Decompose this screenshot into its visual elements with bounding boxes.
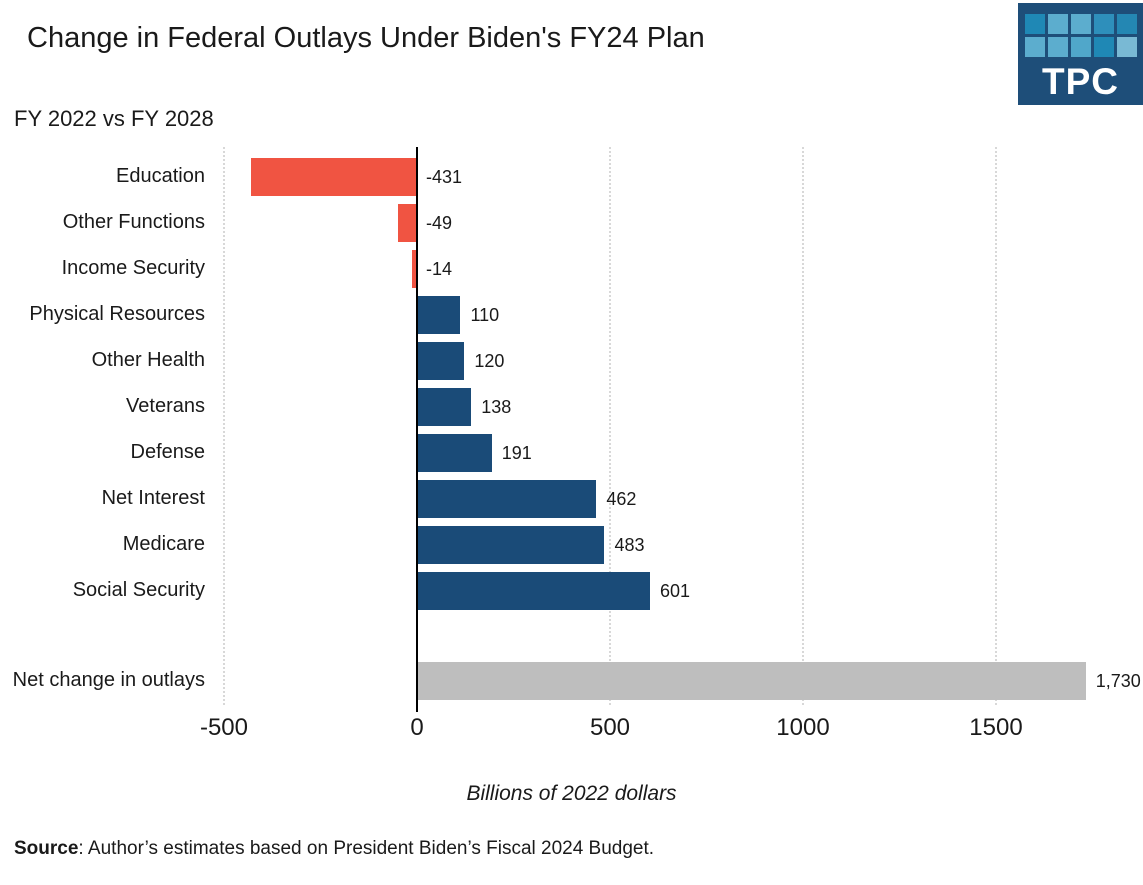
logo-square-icon xyxy=(1024,37,1045,57)
bar xyxy=(418,480,597,518)
logo-square-icon xyxy=(1093,14,1114,34)
gridline xyxy=(802,147,804,705)
value-label: 138 xyxy=(481,397,512,417)
x-tick-label: -500 xyxy=(199,714,249,741)
bar xyxy=(418,342,465,380)
tpc-logo: TPC xyxy=(1018,3,1143,105)
value-label: 601 xyxy=(659,581,691,601)
category-label: Education xyxy=(116,165,205,187)
gridline xyxy=(995,147,997,705)
x-tick-label: 1000 xyxy=(776,714,830,741)
category-label: Veterans xyxy=(126,395,205,417)
bar xyxy=(418,434,492,472)
logo-square-icon xyxy=(1093,37,1114,57)
logo-square-icon xyxy=(1116,14,1137,34)
category-label: Net Interest xyxy=(101,487,205,509)
gridline xyxy=(223,147,225,705)
logo-text: TPC xyxy=(1042,61,1119,102)
zero-axis-line xyxy=(416,147,418,712)
value-label: 462 xyxy=(606,489,637,509)
category-label: Physical Resources xyxy=(29,303,205,325)
x-tick-label: 500 xyxy=(589,714,631,741)
page-title: Change in Federal Outlays Under Biden's … xyxy=(27,22,705,54)
value-label: 1,730 xyxy=(1095,671,1141,691)
source-text: : Author’s estimates based on President … xyxy=(78,838,655,859)
value-label: 191 xyxy=(501,443,532,463)
x-tick-label: 0 xyxy=(410,714,424,741)
category-label: Net change in outlays xyxy=(12,669,205,691)
x-axis-title: Billions of 2022 dollars xyxy=(466,782,677,805)
value-label: -49 xyxy=(426,213,453,233)
bar xyxy=(418,296,461,334)
logo-square-icon xyxy=(1047,14,1068,34)
source-note: Source: Author’s estimates based on Pres… xyxy=(14,838,654,860)
value-label: 483 xyxy=(614,535,645,555)
bar xyxy=(411,250,416,288)
logo-grid-icon xyxy=(1024,14,1137,57)
category-label: Other Health xyxy=(91,349,205,371)
value-label: 110 xyxy=(470,305,500,325)
gridline xyxy=(609,147,611,705)
bar xyxy=(418,388,472,426)
bar xyxy=(418,572,650,610)
bar xyxy=(418,526,605,564)
category-label: Social Security xyxy=(72,579,205,601)
bar xyxy=(398,204,416,242)
logo-square-icon xyxy=(1070,14,1091,34)
source-label: Source xyxy=(14,838,79,859)
category-label: Defense xyxy=(130,441,206,463)
value-label: -14 xyxy=(426,259,453,279)
x-tick-label: 1500 xyxy=(969,714,1023,741)
category-label: Other Functions xyxy=(62,211,205,233)
logo-square-icon xyxy=(1024,14,1045,34)
category-label: Income Security xyxy=(61,257,205,279)
value-label: -431 xyxy=(426,167,463,187)
logo-square-icon xyxy=(1047,37,1068,57)
bar xyxy=(418,662,1086,700)
chart-subtitle: FY 2022 vs FY 2028 xyxy=(14,106,214,131)
bar xyxy=(250,158,416,196)
value-label: 120 xyxy=(474,351,505,371)
logo-square-icon xyxy=(1116,37,1137,57)
category-label: Medicare xyxy=(122,533,205,555)
logo-square-icon xyxy=(1070,37,1091,57)
